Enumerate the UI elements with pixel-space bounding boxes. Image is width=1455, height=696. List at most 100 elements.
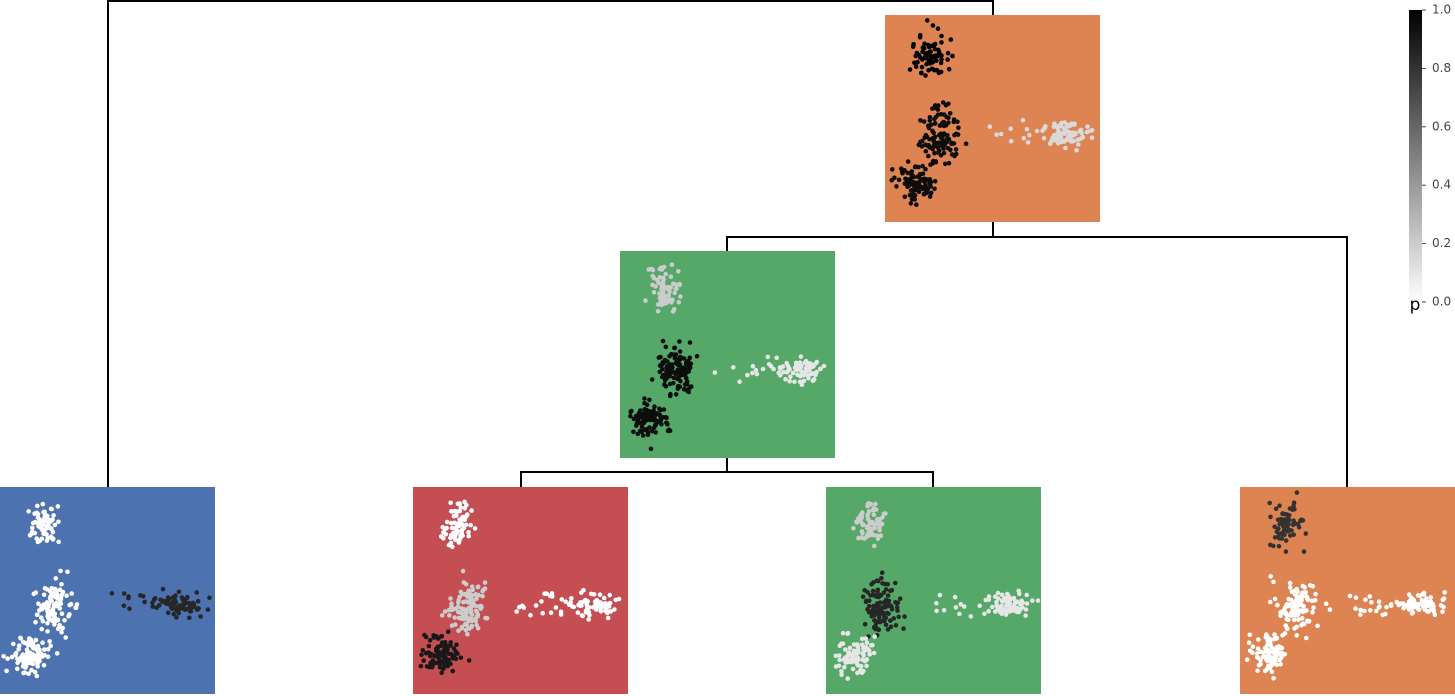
point — [25, 643, 31, 648]
point — [837, 653, 842, 658]
point — [1442, 590, 1447, 595]
point — [930, 158, 936, 164]
point — [46, 615, 51, 621]
point — [843, 647, 848, 652]
point — [547, 593, 553, 599]
point — [885, 593, 891, 598]
point — [57, 587, 63, 592]
point — [1061, 126, 1067, 131]
point — [35, 503, 40, 509]
point — [657, 412, 662, 418]
point — [640, 433, 646, 438]
point — [912, 164, 918, 170]
point — [668, 274, 674, 280]
point — [1291, 606, 1296, 612]
point — [943, 102, 949, 108]
point — [982, 611, 987, 617]
point — [814, 359, 820, 365]
point — [1020, 605, 1025, 610]
point — [434, 634, 439, 639]
point — [917, 32, 923, 38]
point — [1415, 604, 1420, 609]
point — [34, 673, 40, 679]
point — [867, 527, 872, 532]
point — [55, 504, 61, 509]
point — [818, 366, 823, 372]
point — [32, 669, 38, 675]
point — [680, 369, 685, 375]
point — [462, 621, 468, 627]
node-panel — [1240, 487, 1455, 694]
point — [875, 578, 881, 584]
point — [932, 179, 938, 184]
point — [27, 636, 32, 641]
point — [456, 615, 462, 621]
point — [11, 641, 16, 647]
point — [1299, 608, 1305, 614]
point — [453, 656, 459, 662]
point — [195, 598, 201, 604]
point — [918, 118, 923, 123]
point — [659, 362, 665, 368]
point — [877, 525, 882, 530]
point — [426, 643, 432, 649]
point — [811, 378, 816, 383]
point — [35, 515, 41, 520]
point — [27, 533, 33, 538]
point — [657, 295, 663, 301]
point — [866, 501, 871, 506]
point — [457, 501, 463, 506]
point — [59, 592, 65, 597]
point — [46, 600, 52, 606]
point — [903, 176, 908, 182]
point — [1281, 532, 1286, 537]
point — [1353, 606, 1358, 611]
point — [58, 568, 63, 574]
point — [1062, 131, 1067, 137]
point — [52, 622, 57, 627]
point — [866, 509, 872, 514]
point — [53, 594, 58, 600]
point — [121, 591, 127, 596]
edge — [107, 0, 994, 487]
point — [936, 49, 942, 55]
point — [1035, 598, 1041, 603]
point — [994, 132, 999, 137]
point — [923, 73, 928, 78]
point — [851, 642, 857, 647]
point — [65, 569, 70, 575]
point — [1, 654, 6, 659]
point — [182, 602, 187, 607]
point — [659, 421, 664, 427]
point — [1292, 506, 1297, 512]
point — [942, 138, 947, 143]
point — [956, 125, 961, 131]
point — [916, 164, 921, 170]
point — [608, 609, 614, 614]
point — [38, 518, 43, 524]
point — [1277, 651, 1282, 656]
point — [875, 587, 881, 593]
point — [436, 656, 442, 661]
point — [865, 646, 870, 652]
point — [442, 526, 448, 532]
point — [1075, 137, 1081, 142]
point — [479, 604, 484, 610]
point — [605, 615, 611, 621]
point — [661, 407, 667, 412]
point — [912, 197, 918, 202]
point — [928, 162, 933, 167]
point — [1258, 649, 1263, 654]
point — [45, 647, 51, 652]
point — [1374, 608, 1379, 614]
point — [661, 372, 666, 378]
point — [1278, 662, 1283, 667]
point — [806, 376, 811, 381]
point — [860, 594, 866, 599]
point — [1273, 506, 1279, 512]
point — [682, 382, 688, 387]
point — [987, 124, 993, 129]
point — [1055, 132, 1061, 137]
point — [30, 640, 36, 646]
point — [949, 152, 955, 157]
